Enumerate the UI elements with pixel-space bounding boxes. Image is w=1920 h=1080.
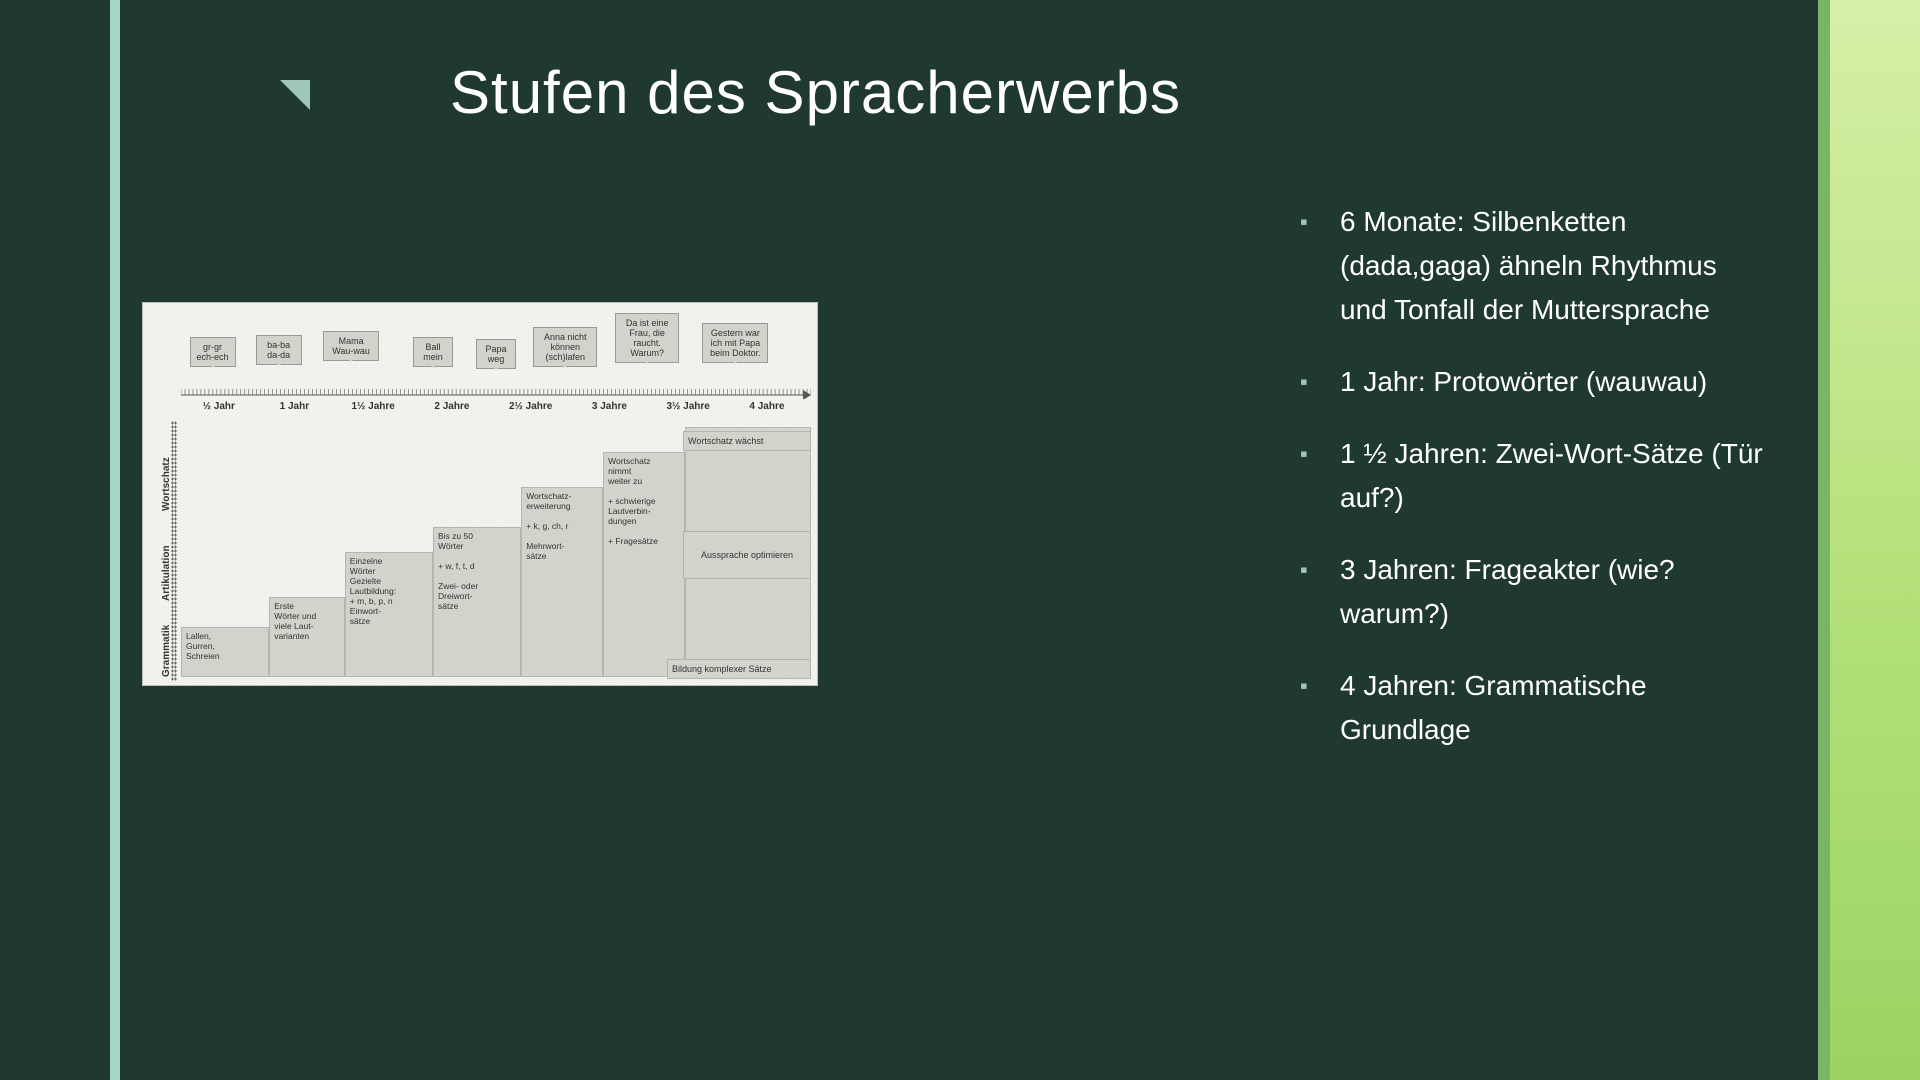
speech-bubble: Anna nichtkönnen(sch)lafen <box>533 327 597 367</box>
speech-bubble: MamaWau-wau <box>323 331 379 361</box>
bullet-item: 3 Jahren: Frageakter (wie? warum?) <box>1300 548 1770 636</box>
speech-bubble: ba-bada-da <box>256 335 302 365</box>
vertical-dotted-rule <box>171 421 177 681</box>
timeline-label: 4 Jahre <box>749 401 784 412</box>
timeline-label: ½ Jahr <box>203 401 235 412</box>
bullet-item: 1 Jahr: Protowörter (wauwau) <box>1300 360 1770 404</box>
timeline-axis <box>181 385 811 399</box>
stair-step: Lallen,Gurren,Schreien <box>181 627 269 677</box>
stair-step: Wortschatz-erweiterung+ k, g, ch, rMehrw… <box>521 487 603 677</box>
bullet-item: 6 Monate: Silbenketten (dada,gaga) ähnel… <box>1300 200 1770 332</box>
timeline-label: 3 Jahre <box>592 401 627 412</box>
speech-bubble: Gestern warich mit Papabeim Doktor. <box>702 323 768 363</box>
right-step-aussprache: Aussprache optimieren <box>683 531 811 579</box>
bullet-item: 1 ½ Jahren: Zwei-Wort-Sätze (Tür auf?) <box>1300 432 1770 520</box>
timeline-label: 2 Jahre <box>434 401 469 412</box>
language-stages-diagram: gr-grech-ech ba-bada-da MamaWau-wau Ballmei… <box>142 302 818 686</box>
title-corner-icon <box>280 80 310 110</box>
speech-bubble: Da ist eineFrau, dieraucht.Warum? <box>615 313 679 363</box>
bullet-item: 4 Jahren: Grammatische Grundlage <box>1300 664 1770 752</box>
timeline-label: 1 Jahr <box>280 401 309 412</box>
timeline-labels: ½ Jahr 1 Jahr 1½ Jahre 2 Jahre 2½ Jahre 3 Jah… <box>181 401 811 417</box>
stair-step: EinzelneWörterGezielteLautbildung:+ m, b… <box>345 552 433 677</box>
stair-step: Bis zu 50Wörter+ w, f, t, dZwei- oderDre… <box>433 527 521 677</box>
speech-bubble-row: gr-grech-ech ba-bada-da MamaWau-wau Ballmei… <box>181 309 811 377</box>
timeline-label: 1½ Jahre <box>351 401 394 412</box>
speech-bubble: gr-grech-ech <box>190 337 236 367</box>
speech-bubble: Ballmein <box>413 337 453 367</box>
slide-title: Stufen des Spracherwerbs <box>450 58 1181 127</box>
timeline-label: 3½ Jahre <box>666 401 709 412</box>
bullet-list: 6 Monate: Silbenketten (dada,gaga) ähnel… <box>1300 200 1770 780</box>
left-accent-bar <box>110 0 120 1080</box>
timeline-label: 2½ Jahre <box>509 401 552 412</box>
stair-step: ErsteWörter undviele Laut-varianten <box>269 597 345 677</box>
right-accent-inner <box>1818 0 1830 1080</box>
right-step-bildung: Bildung komplexer Sätze <box>667 659 811 679</box>
stair-step: Wortschatznimmtweiter zu+ schwierigeLaut… <box>603 452 685 677</box>
speech-bubble: Papaweg <box>476 339 516 369</box>
right-accent-bar <box>1830 0 1920 1080</box>
slide: Stufen des Spracherwerbs 6 Monate: Silbe… <box>0 0 1920 1080</box>
right-step-wortschatz: Wortschatz wächst <box>683 431 811 451</box>
